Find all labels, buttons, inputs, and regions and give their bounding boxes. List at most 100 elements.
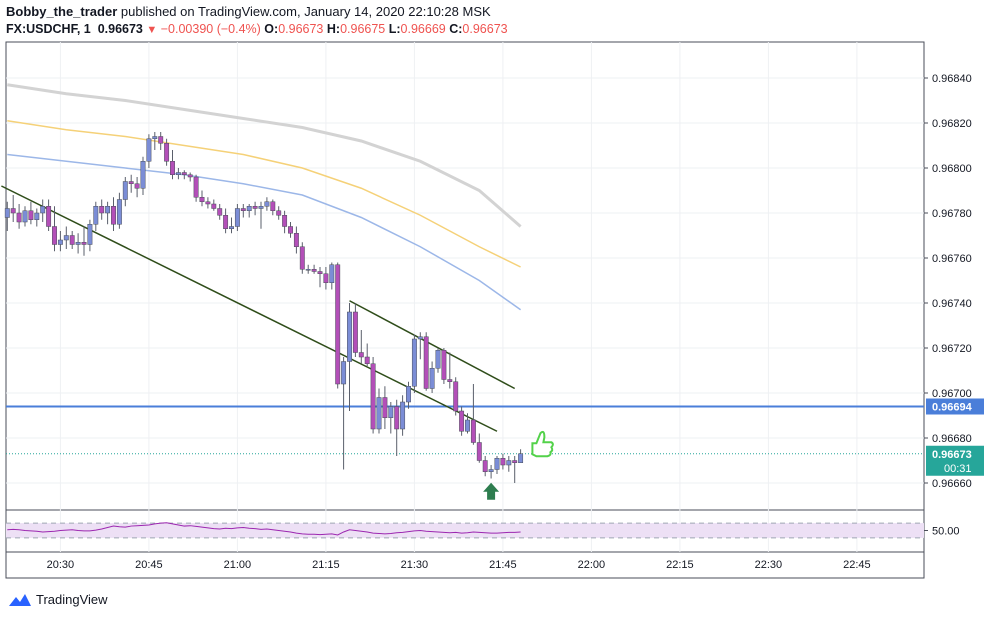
author-name[interactable]: Bobby_the_trader: [6, 4, 118, 19]
bullish-candle: [518, 453, 524, 463]
rsi-tick-label: 50.00: [932, 526, 960, 538]
footer-brand[interactable]: TradingView: [8, 592, 108, 607]
x-tick-label: 20:30: [47, 559, 75, 571]
bullish-candle: [22, 210, 28, 223]
bearish-candle: [453, 381, 459, 412]
trendline: [1, 185, 498, 432]
bullish-candle: [152, 136, 158, 139]
bearish-candle: [164, 143, 170, 162]
bullish-candle: [488, 469, 494, 472]
moving-average-line: [7, 120, 521, 268]
y-tick-label: 0.96820: [932, 118, 972, 130]
bullish-candle: [229, 226, 234, 229]
y-tick-label: 0.96760: [932, 253, 972, 265]
bullish-candle: [105, 206, 111, 214]
open-value: 0.96673: [278, 22, 324, 36]
tradingview-logo-icon: [9, 593, 31, 606]
countdown-label: 00:31: [944, 463, 972, 475]
open-label: O:: [264, 22, 279, 36]
close-label: C:: [449, 22, 463, 36]
plot-frame: [5, 41, 925, 579]
bullish-candle: [411, 338, 417, 387]
y-tick-label: 0.96800: [932, 163, 972, 175]
bullish-candle: [465, 419, 470, 432]
bearish-candle: [482, 460, 488, 472]
bearish-candle: [217, 208, 223, 216]
up-arrow-icon: [483, 482, 500, 500]
bearish-candle: [16, 212, 22, 223]
bullish-candle: [400, 401, 406, 430]
thumbs-up-icon: [531, 430, 554, 458]
bearish-candle: [288, 226, 293, 234]
bearish-candle: [394, 406, 400, 430]
bearish-candle: [364, 356, 370, 364]
bearish-candle: [170, 161, 175, 175]
bullish-candle: [87, 224, 93, 245]
bearish-candle: [311, 269, 317, 272]
bearish-candle: [276, 210, 282, 216]
bearish-candle: [476, 442, 482, 461]
bearish-candle: [28, 210, 34, 220]
x-tick-label: 21:00: [224, 559, 252, 571]
bullish-candle: [75, 242, 81, 245]
bullish-candle: [234, 208, 240, 227]
x-tick-label: 22:15: [666, 559, 694, 571]
bullish-candle: [116, 199, 122, 225]
x-tick-label: 22:00: [578, 559, 606, 571]
level-price-tag: [926, 398, 984, 415]
low-value: 0.96669: [400, 22, 446, 36]
bearish-candle: [134, 183, 140, 189]
bullish-candle: [341, 361, 347, 385]
bullish-candle: [417, 336, 423, 340]
bearish-candle: [299, 246, 305, 270]
bullish-candle: [388, 406, 394, 418]
symbol-label[interactable]: FX:USDCHF, 1: [6, 22, 91, 36]
close-value: 0.96673: [462, 22, 508, 36]
x-tick-label: 22:45: [843, 559, 871, 571]
rsi-band: [6, 523, 924, 538]
bearish-candle: [10, 208, 16, 214]
bullish-candle: [34, 212, 40, 220]
bullish-candle: [376, 397, 382, 430]
bearish-candle: [459, 410, 465, 432]
bearish-candle: [323, 273, 329, 283]
bearish-candle: [317, 271, 323, 274]
bullish-candle: [258, 206, 264, 209]
y-tick-label: 0.96740: [932, 298, 972, 310]
moving-average-line: [7, 153, 522, 311]
bullish-candle: [93, 206, 99, 225]
last-price-tag: [926, 445, 984, 476]
bearish-candle: [52, 226, 57, 245]
bullish-candle: [429, 368, 435, 389]
bearish-candle: [447, 379, 453, 382]
bullish-candle: [329, 264, 335, 283]
bearish-candle: [370, 363, 376, 430]
bearish-candle: [81, 242, 87, 245]
x-tick-label: 22:30: [755, 559, 783, 571]
y-tick-label: 0.96840: [932, 73, 972, 85]
publication-header: Bobby_the_trader published on TradingVie…: [6, 4, 491, 19]
bearish-candle: [46, 206, 52, 227]
bullish-candle: [305, 269, 311, 271]
bearish-candle: [270, 201, 276, 211]
bullish-candle: [506, 460, 512, 466]
brand-name: TradingView: [36, 592, 108, 607]
bearish-candle: [382, 397, 388, 418]
bearish-candle: [252, 206, 258, 209]
change-value: −0.00390 (−0.4%): [160, 22, 261, 36]
bearish-candle: [69, 235, 75, 245]
x-tick-label: 21:45: [489, 559, 517, 571]
bearish-candle: [111, 206, 116, 225]
bearish-candle: [193, 176, 199, 198]
x-tick-label: 21:15: [312, 559, 340, 571]
bullish-candle: [146, 138, 152, 162]
bearish-candle: [223, 215, 229, 229]
y-tick-label: 0.96780: [932, 208, 972, 220]
bullish-candle: [435, 350, 441, 369]
bullish-candle: [4, 208, 10, 218]
bullish-candle: [140, 161, 146, 189]
y-tick-label: 0.96700: [932, 388, 972, 400]
bullish-candle: [347, 311, 352, 362]
bullish-candle: [122, 181, 128, 200]
